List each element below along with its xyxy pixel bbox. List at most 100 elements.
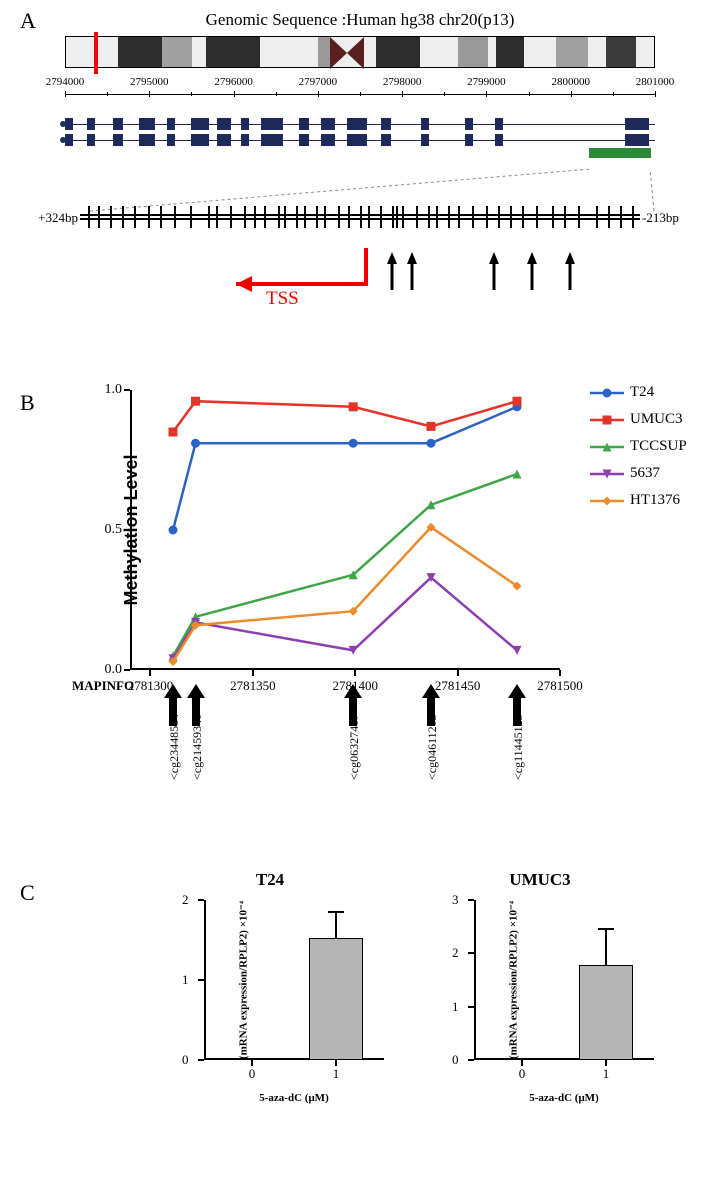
xtick	[354, 670, 356, 676]
panel-label-b: B	[20, 390, 35, 416]
tss-label: TSS	[266, 288, 299, 310]
exon	[167, 118, 175, 130]
exon	[217, 134, 231, 146]
ruler-minor-tick	[276, 92, 277, 96]
centromere	[330, 37, 364, 67]
legend-item: T24	[590, 384, 687, 401]
exon	[495, 118, 503, 130]
cpg-site-tick	[436, 206, 438, 228]
cpg-site-tick	[608, 206, 610, 228]
ruler-label: 2799000	[467, 76, 506, 88]
xtick	[559, 670, 561, 676]
cpg-right-label: -213bp	[642, 210, 679, 226]
bar-ytick-label: 0	[452, 1052, 459, 1068]
ruler-label: 2797000	[299, 76, 338, 88]
ruler-tick	[486, 91, 487, 97]
cg-label: <cg11445123>	[511, 708, 526, 780]
methylation-chart: Methylation Level MAPINFO 0.00.51.027813…	[130, 390, 560, 670]
cpg-site-tick	[316, 206, 318, 228]
ruler-label: 2796000	[214, 76, 253, 88]
bar-chart-title: UMUC3	[430, 870, 650, 890]
legend-item: 5637	[590, 465, 687, 482]
cpg-site-tick	[110, 206, 112, 228]
bar-chart-t24: T24 (mRNA expression/RPLP2) ×10⁻⁴ 5-aza-…	[160, 870, 380, 1080]
xtick	[252, 670, 254, 676]
exon	[241, 134, 249, 146]
cpg-site-tick	[244, 206, 246, 228]
xtick	[457, 670, 459, 676]
legend-item: HT1376	[590, 492, 687, 509]
exon	[261, 118, 283, 130]
ruler-tick	[149, 91, 150, 97]
cpg-site-tick	[278, 206, 280, 228]
bar-ytick	[468, 899, 474, 901]
cpg-track: +324bp -213bp	[80, 200, 640, 250]
exon	[465, 134, 473, 146]
exon	[113, 134, 123, 146]
exon	[113, 118, 123, 130]
cpg-site-tick	[536, 206, 538, 228]
exon	[625, 134, 649, 146]
cpg-site-tick	[324, 206, 326, 228]
bar-ytick-label: 1	[452, 999, 459, 1015]
bar-y-axis	[204, 900, 206, 1060]
panel-a-title: Genomic Sequence :Human hg38 chr20(p13)	[50, 10, 670, 30]
cpg-site-tick	[216, 206, 218, 228]
ytick	[124, 389, 130, 391]
ruler-label: 2800000	[551, 76, 590, 88]
cpg-site-tick	[402, 206, 404, 228]
cpg-site-tick	[360, 206, 362, 228]
ytick	[124, 669, 130, 671]
bar	[579, 965, 633, 1060]
x-axis-title: MAPINFO	[72, 678, 134, 694]
bar-x-axis-title: 5-aza-dC (μM)	[529, 1092, 598, 1104]
bar-chart-plot: (mRNA expression/RPLP2) ×10⁻⁴ 5-aza-dC (…	[474, 900, 654, 1060]
cpg-site-tick	[448, 206, 450, 228]
legend-label: T24	[630, 384, 654, 401]
cpg-site-tick	[88, 206, 90, 228]
cg-label: <cg06327407>	[347, 707, 362, 780]
exon	[321, 134, 335, 146]
bar-chart-plot: (mRNA expression/RPLP2) ×10⁻⁴ 5-aza-dC (…	[204, 900, 384, 1060]
exon	[191, 134, 209, 146]
exon	[381, 118, 391, 130]
bar-chart-title: T24	[160, 870, 380, 890]
cpg-site-tick	[98, 206, 100, 228]
cpg-site-tick	[148, 206, 150, 228]
bar-chart-umuc3: UMUC3 (mRNA expression/RPLP2) ×10⁻⁴ 5-az…	[430, 870, 650, 1080]
position-marker	[94, 32, 98, 74]
cpg-island-bar	[589, 148, 651, 158]
ruler-tick	[318, 91, 319, 97]
cpg-site-tick	[552, 206, 554, 228]
gene-track	[65, 110, 655, 150]
cpg-site-tick	[134, 206, 136, 228]
cpg-site-tick	[632, 206, 634, 228]
exon	[321, 118, 335, 130]
exon	[167, 134, 175, 146]
exon	[217, 118, 231, 130]
ruler-tick	[571, 91, 572, 97]
ideogram-band	[556, 37, 588, 67]
exon	[347, 118, 367, 130]
cpg-site-tick	[380, 206, 382, 228]
cpg-site-tick	[522, 206, 524, 228]
bar-xtick-label: 0	[519, 1066, 526, 1082]
cpg-site-tick	[620, 206, 622, 228]
error-cap	[328, 911, 344, 913]
exon	[495, 134, 503, 146]
cpg-site-tick	[396, 206, 398, 228]
cpg-site-tick	[392, 206, 394, 228]
exon	[139, 118, 155, 130]
legend-label: HT1376	[630, 492, 680, 509]
bar-ytick	[468, 1059, 474, 1061]
ruler-label: 2794000	[46, 76, 85, 88]
cpg-site-tick	[264, 206, 266, 228]
xtick	[149, 670, 151, 676]
exon	[299, 118, 309, 130]
cpg-site-tick	[190, 206, 192, 228]
ytick	[124, 529, 130, 531]
error-bar	[335, 911, 337, 938]
exon	[65, 118, 73, 130]
ideogram-band	[496, 37, 524, 67]
cpg-site-tick	[596, 206, 598, 228]
